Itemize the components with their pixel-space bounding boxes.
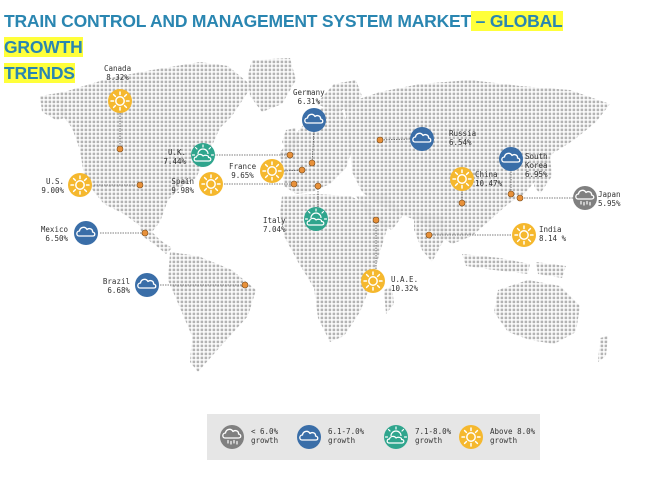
label-japan: Japan 5.95%: [598, 190, 621, 208]
europe: [280, 106, 352, 194]
sun-icon-spain: [199, 172, 223, 196]
new-guinea: [536, 262, 566, 278]
cloud-icon-russia: [410, 127, 434, 151]
label-china: China 10.47%: [475, 170, 503, 188]
location-dot-germany: [308, 159, 316, 167]
location-dot-u-s: [136, 181, 144, 189]
south-america: [168, 252, 256, 372]
location-dot-spain: [290, 180, 298, 188]
location-dot-brazil: [241, 281, 249, 289]
madagascar: [384, 286, 394, 314]
label-france: France 9.65%: [229, 162, 257, 180]
cloud-icon: [297, 425, 321, 449]
label-us: U.S. 9.00%: [41, 177, 64, 195]
sun-behind-cloud-icon-u-k: [191, 143, 215, 167]
location-dot-france: [298, 166, 306, 174]
indonesia: [462, 254, 530, 274]
label-germany: Germany 6.31%: [293, 88, 325, 106]
africa: [280, 194, 388, 342]
sun-icon-u-a-e: [361, 269, 385, 293]
location-dot-italy: [314, 182, 322, 190]
label-canada: Canada 8.32%: [104, 64, 132, 82]
japan-islands: [534, 156, 552, 194]
greenland: [248, 58, 296, 112]
title-part-3: TRENDS: [4, 63, 75, 83]
sun-icon-china: [450, 167, 474, 191]
location-dots: [116, 136, 524, 289]
rain-cloud-icon-japan: [573, 186, 597, 210]
location-dot-mexico: [141, 229, 149, 237]
new-zealand: [598, 336, 608, 362]
sun-icon: [459, 425, 483, 449]
location-dot-japan: [516, 194, 524, 202]
map-title: TRAIN CONTROL AND MANAGEMENT SYSTEM MARK…: [4, 8, 644, 86]
rain-cloud-icon: [220, 425, 244, 449]
location-dot-u-a-e: [372, 216, 380, 224]
label-india: India 8.14 %: [539, 225, 567, 243]
location-dot-u-k: [286, 151, 294, 159]
cloud-icon-germany: [302, 108, 326, 132]
continents: [40, 58, 610, 372]
sun-icon-france: [260, 159, 284, 183]
location-dot-south: [507, 190, 515, 198]
asia: [344, 80, 610, 244]
cloud-icon-south: [499, 147, 523, 171]
sun-icon-canada: [108, 89, 132, 113]
australia: [494, 280, 580, 344]
location-dot-india: [425, 231, 433, 239]
label-russia: Russia 6.54%: [449, 129, 477, 147]
uk-island: [282, 128, 298, 152]
north-america: [60, 62, 252, 232]
location-dot-china: [458, 199, 466, 207]
arabia: [356, 194, 404, 230]
cloud-icon-mexico: [74, 221, 98, 245]
label-uk: U.K. 7.44%: [163, 148, 186, 166]
location-dot-canada: [116, 145, 124, 153]
label-italy: Italy 7.04%: [263, 216, 286, 234]
label-south-korea: South Korea 6.95%: [525, 152, 548, 179]
label-mexico: Mexico 6.50%: [40, 225, 68, 243]
country-icons: [68, 89, 597, 297]
label-uae: U.A.E. 10.32%: [391, 275, 419, 293]
legend-box: < 6.0% growth 6.1-7.0% growth 7.1-8.0% grow…: [207, 414, 540, 460]
alaska: [40, 92, 66, 120]
sun-behind-cloud-icon: [384, 425, 408, 449]
title-part-1: TRAIN CONTROL AND MANAGEMENT SYSTEM MARK…: [4, 11, 472, 31]
sun-icon-india: [512, 223, 536, 247]
cloud-icon-brazil: [135, 273, 159, 297]
label-brazil: Brazil 6.68%: [102, 277, 130, 295]
sun-icon-u-s: [68, 173, 92, 197]
sun-behind-cloud-icon-italy: [304, 207, 328, 231]
label-spain: Spain 9.98%: [171, 177, 194, 195]
location-dot-russia: [376, 136, 384, 144]
